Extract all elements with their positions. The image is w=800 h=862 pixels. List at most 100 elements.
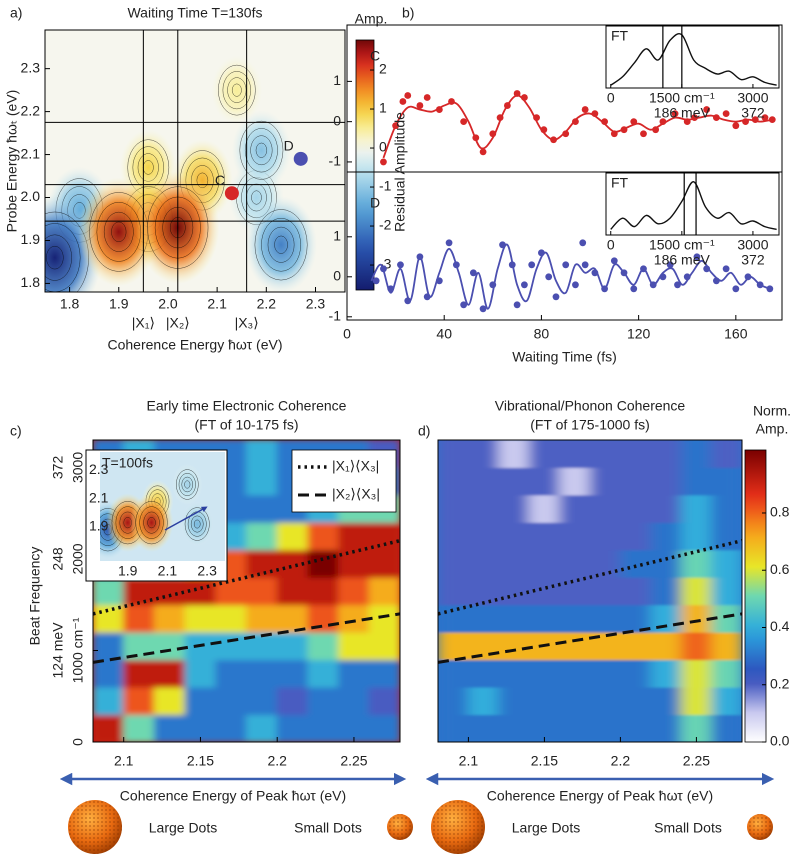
heatmap-cell bbox=[215, 659, 247, 688]
heatmap-cell bbox=[467, 714, 500, 742]
y-axis-label: Residual Amplitude bbox=[392, 112, 408, 232]
heatmap-cell bbox=[438, 714, 469, 742]
heatmap-cell bbox=[528, 494, 561, 523]
heatmap-cell bbox=[215, 604, 247, 633]
heatmap-cell bbox=[93, 686, 125, 716]
heatmap-cell bbox=[338, 576, 370, 606]
heatmap-cell bbox=[368, 549, 400, 578]
subplot-frame bbox=[346, 171, 783, 321]
colorbar-tick-label: -1 bbox=[379, 178, 392, 194]
heatmap-cell bbox=[438, 549, 469, 578]
heatmap-cell bbox=[368, 604, 400, 633]
contour-line bbox=[222, 71, 251, 110]
data-point bbox=[652, 126, 660, 134]
heatmap-cell bbox=[559, 659, 591, 688]
peak bbox=[172, 463, 203, 505]
data-point bbox=[460, 118, 468, 126]
heatmap-cell bbox=[559, 521, 591, 551]
heatmap-cell bbox=[123, 604, 155, 633]
contour-line bbox=[184, 507, 210, 541]
heatmap-cell bbox=[589, 494, 621, 523]
heatmap-cell bbox=[438, 576, 469, 606]
data-point bbox=[691, 114, 698, 122]
y-tick-label: 1.8 bbox=[21, 274, 41, 290]
data-point bbox=[397, 261, 404, 269]
heatmap-cell bbox=[338, 549, 370, 578]
heatmap-cell bbox=[467, 440, 500, 468]
x-tick-label: 2.3 bbox=[306, 296, 326, 312]
point-label: D bbox=[284, 138, 294, 154]
x-tick-label: 1.8 bbox=[60, 296, 80, 312]
y-tick-label: 0 bbox=[70, 738, 86, 746]
heatmap-cell bbox=[528, 440, 561, 468]
data-point bbox=[649, 281, 657, 289]
data-point bbox=[659, 273, 667, 281]
heatmap-cell bbox=[559, 686, 591, 716]
plot-area bbox=[438, 440, 742, 742]
nanocrystal-texture bbox=[747, 814, 773, 840]
colorbar-tick-label: 0.4 bbox=[770, 618, 790, 634]
heatmap-cell bbox=[246, 714, 278, 742]
heatmap-cell bbox=[498, 576, 530, 606]
heatmap-cell bbox=[438, 466, 469, 496]
data-point bbox=[452, 261, 460, 269]
contour-line bbox=[103, 211, 134, 252]
heatmap-cell bbox=[307, 549, 340, 578]
heatmap-cell bbox=[680, 631, 713, 661]
data-point bbox=[601, 285, 608, 293]
heatmap-cell bbox=[528, 604, 561, 633]
state-label: |X₁⟩ bbox=[132, 315, 155, 331]
heatmap-cell bbox=[246, 576, 278, 606]
heatmap-cell bbox=[338, 659, 370, 688]
contour-line bbox=[139, 506, 164, 539]
heatmap-cell bbox=[153, 604, 186, 633]
heatmap-cell bbox=[680, 466, 713, 496]
heatmap-cell bbox=[184, 604, 217, 633]
data-point bbox=[496, 114, 504, 122]
heatmap-cell bbox=[528, 466, 561, 496]
contour-line bbox=[46, 245, 64, 270]
heatmap-cell bbox=[307, 659, 340, 688]
contour-line bbox=[250, 135, 273, 166]
data-point bbox=[712, 114, 720, 122]
heatmap-cell bbox=[123, 659, 155, 688]
y-tick-label: -1 bbox=[329, 308, 342, 324]
heatmap-cell bbox=[498, 604, 530, 633]
heatmap-cell bbox=[307, 686, 340, 716]
data-point bbox=[610, 130, 618, 138]
heatmap-cell bbox=[528, 521, 561, 551]
colorbar-tick-label: -2 bbox=[379, 217, 392, 233]
heatmap-cell bbox=[467, 604, 500, 633]
data-point bbox=[732, 285, 740, 293]
heatmap-cell bbox=[619, 686, 652, 716]
heatmap-cell bbox=[438, 659, 469, 688]
inset-tick-label: 0 bbox=[607, 237, 615, 253]
inset-tick-label-mev: 186 meV bbox=[654, 105, 711, 121]
heatmap-cell bbox=[246, 659, 278, 688]
heatmap-cell bbox=[153, 576, 186, 606]
heatmap-cell bbox=[246, 494, 278, 523]
contour-line bbox=[244, 128, 278, 173]
x-tick-label: 2.2 bbox=[267, 753, 287, 769]
inset-label: FT bbox=[611, 28, 629, 44]
heatmap-cell bbox=[650, 521, 682, 551]
data-point bbox=[435, 277, 443, 285]
inset-area bbox=[100, 452, 225, 561]
heatmap-cell bbox=[559, 466, 591, 496]
data-point bbox=[666, 261, 674, 269]
heatmap-cell bbox=[467, 521, 500, 551]
heatmap-cell bbox=[438, 631, 469, 661]
data-point bbox=[416, 253, 424, 261]
data-point bbox=[640, 130, 647, 138]
heatmap-cell bbox=[559, 631, 591, 661]
data-point bbox=[751, 116, 759, 124]
contour-line bbox=[111, 221, 127, 242]
heatmap-cell bbox=[467, 686, 500, 716]
inset-arrow bbox=[164, 506, 208, 531]
heatmap-cell bbox=[589, 440, 621, 468]
heatmap-cell bbox=[498, 659, 530, 688]
chart-title: Vibrational/Phonon Coherence bbox=[495, 398, 686, 414]
data-point bbox=[768, 116, 776, 124]
inset-tick-label: 1500 cm⁻¹ bbox=[649, 237, 715, 253]
data-point bbox=[404, 92, 412, 99]
